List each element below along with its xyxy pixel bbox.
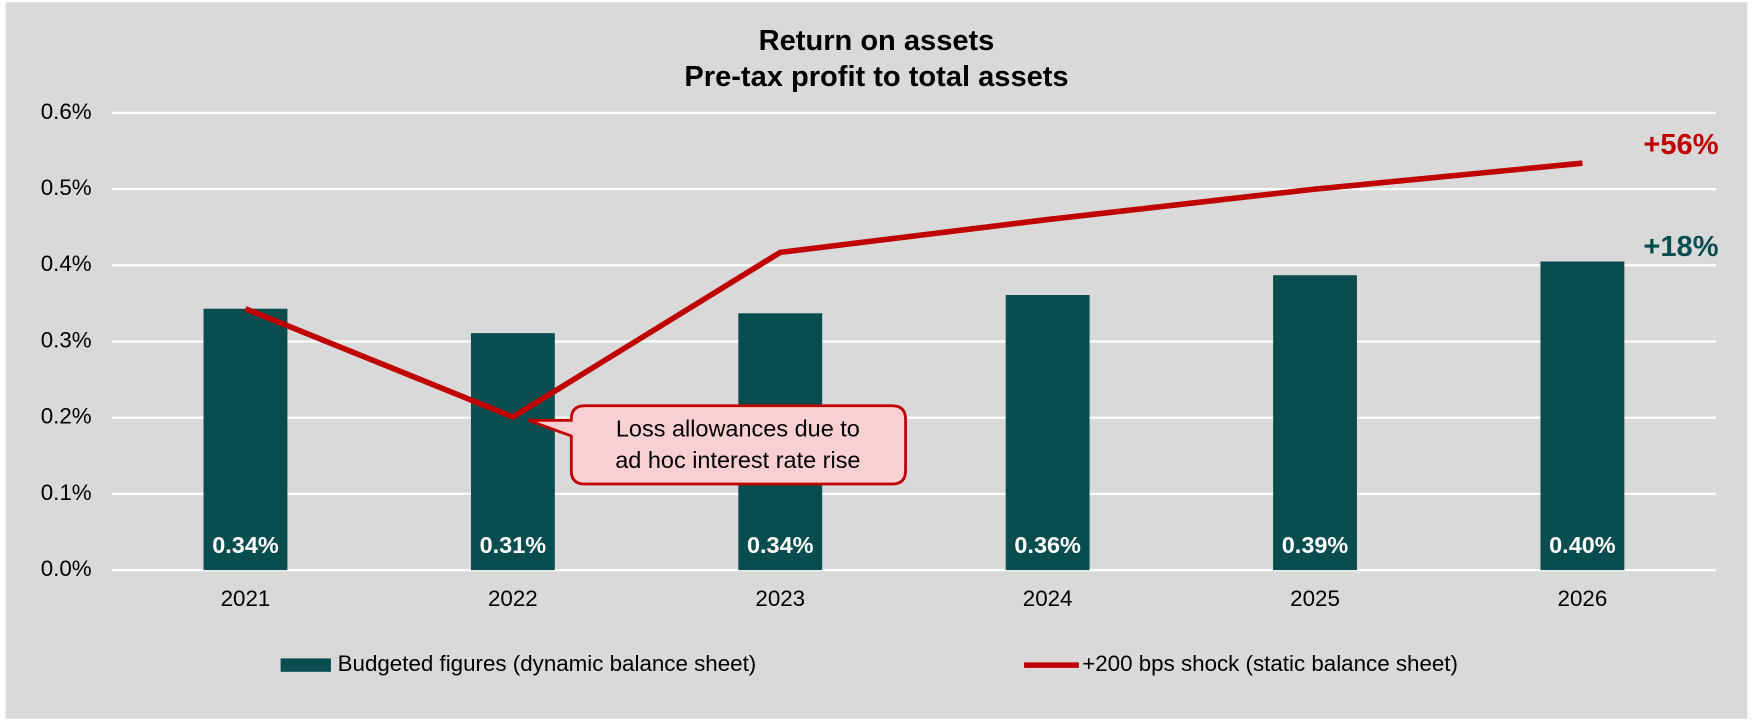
x-tick-label: 2023 [755,586,805,611]
bar [470,333,555,571]
chart-background [5,2,1748,719]
bar [1005,295,1090,571]
x-tick-label: 2022 [488,586,538,611]
y-tick-label: 0.0% [41,556,92,581]
data-label: 0.34% [747,532,814,558]
chart-subtitle: Pre-tax profit to total assets [684,61,1068,93]
chart-title: Return on assets [759,25,995,57]
bar [203,308,288,571]
data-label: 0.36% [1014,532,1081,558]
legend-label: +200 bps shock (static balance sheet) [1082,651,1458,676]
data-label: 0.31% [480,532,547,558]
callout-text: ad hoc interest rate rise [615,447,860,473]
line-series [244,160,1583,420]
y-tick-label: 0.6% [41,99,92,124]
callout-text: Loss allowances due to [616,416,860,442]
legend-swatch [280,658,331,672]
data-label: 0.40% [1549,532,1616,558]
x-tick-label: 2026 [1558,586,1608,611]
annotation: +18% [1643,231,1718,263]
y-tick-label: 0.5% [41,175,92,200]
bar [1540,261,1625,571]
y-tick-label: 0.2% [41,404,92,429]
data-label: 0.39% [1282,532,1349,558]
y-tick-label: 0.4% [41,251,92,276]
data-label: 0.34% [212,532,279,558]
x-tick-label: 2025 [1290,586,1340,611]
x-tick-label: 2024 [1023,586,1073,611]
bar [1273,275,1357,571]
callout-box [528,404,907,486]
legend-label: Budgeted figures (dynamic balance sheet) [338,651,757,676]
annotation: +56% [1643,129,1718,161]
y-tick-label: 0.3% [41,327,92,352]
x-tick-label: 2021 [221,586,271,611]
y-tick-label: 0.1% [41,480,92,505]
